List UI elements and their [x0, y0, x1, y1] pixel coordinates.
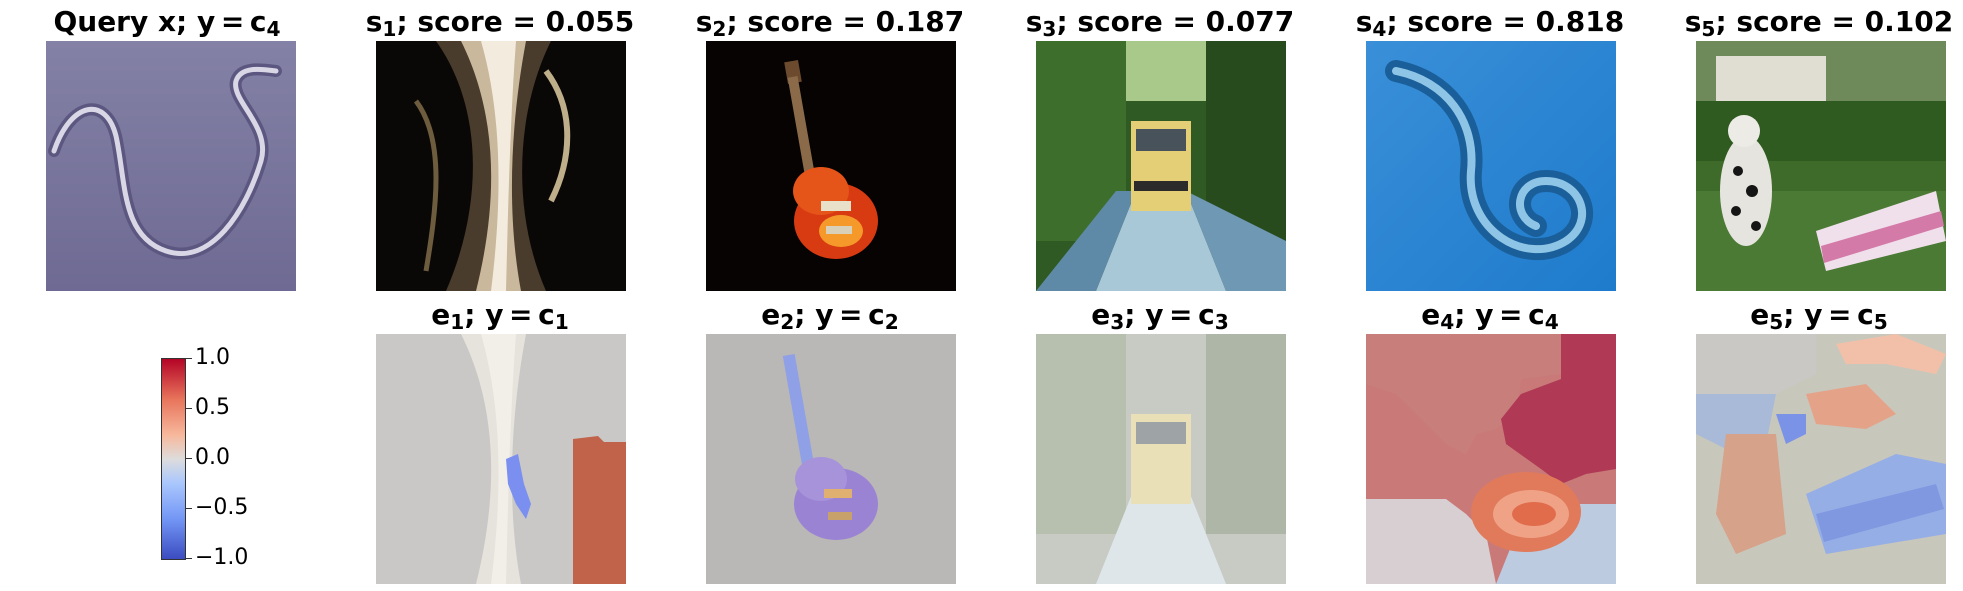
sample-3-title: s3; score = 0.077: [1025, 5, 1295, 42]
colorbar-tick-label: 0.5: [195, 395, 230, 420]
sample-2-title: s2; score = 0.187: [695, 5, 965, 42]
colorbar-tick: [185, 558, 192, 559]
explanation-4-title: e4; y = c4: [1421, 298, 1559, 335]
colorbar-tick-label: 1.0: [195, 345, 230, 370]
explanation-5-title: e5; y = c5: [1750, 298, 1888, 335]
colorbar-tick-label: 0.0: [195, 445, 230, 470]
colorbar-tick: [185, 408, 192, 409]
sample-4-title: s4; score = 0.818: [1355, 5, 1625, 42]
explanation-4-heatmap: [1366, 334, 1616, 584]
explanation-3-heatmap: [1036, 334, 1286, 584]
explanation-2-title: e2; y = c2: [761, 298, 899, 335]
colorbar-tick-label: −1.0: [195, 545, 249, 570]
colorbar-tick: [185, 508, 192, 509]
colorbar-tick-label: −0.5: [195, 495, 249, 520]
sample-2-image: [706, 41, 956, 291]
colorbar: [161, 358, 186, 560]
colorbar-tick: [185, 358, 192, 359]
query-title: Query x; y = c4: [53, 5, 281, 42]
colorbar-tick: [185, 458, 192, 459]
sample-1-image: [376, 41, 626, 291]
explanation-1-title: e1; y = c1: [431, 298, 569, 335]
sample-1-title: s1; score = 0.055: [365, 5, 635, 42]
sample-5-title: s5; score = 0.102: [1684, 5, 1954, 42]
explanation-5-heatmap: [1696, 334, 1946, 584]
sample-4-image: [1366, 41, 1616, 291]
query-image-worm: [46, 41, 296, 291]
explanation-2-heatmap: [706, 334, 956, 584]
explanation-3-title: e3; y = c3: [1091, 298, 1229, 335]
explanation-1-heatmap: [376, 334, 626, 584]
sample-5-image: [1696, 41, 1946, 291]
sample-3-image: [1036, 41, 1286, 291]
